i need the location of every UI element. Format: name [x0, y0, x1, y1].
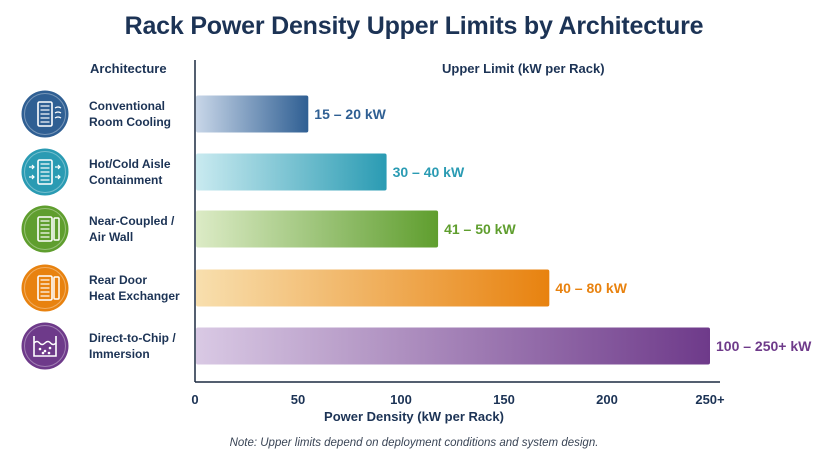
x-tick-label: 50: [291, 392, 305, 407]
x-axis-label: Power Density (kW per Rack): [324, 409, 504, 424]
data-label: 15 – 20 kW: [314, 106, 386, 122]
x-tick-label: 100: [390, 392, 412, 407]
value-column-header: Upper Limit (kW per Rack): [442, 61, 605, 76]
bar: [196, 210, 439, 248]
footnote: Note: Upper limits depend on deployment …: [229, 437, 599, 449]
chart-title: Rack Power Density Upper Limits by Archi…: [124, 12, 704, 40]
bar: [196, 153, 387, 191]
category-label: Direct-to-Chip / Immersion: [89, 331, 176, 361]
category-label: Hot/Cold Aisle Containment: [89, 157, 171, 187]
x-tick-label: 0: [191, 392, 198, 407]
x-tick-label: 150: [493, 392, 515, 407]
server-rack-air-wall-icon: [21, 205, 69, 253]
category-label: Rear Door Heat Exchanger: [89, 273, 180, 303]
data-label: 40 – 80 kW: [555, 280, 627, 296]
category-column-header: Architecture: [90, 61, 167, 76]
data-label: 41 – 50 kW: [444, 221, 516, 237]
data-label: 30 – 40 kW: [393, 164, 465, 180]
bar: [196, 95, 309, 133]
category-label: Near-Coupled / Air Wall: [89, 214, 175, 244]
bar: [196, 269, 550, 307]
x-tick-label: 200: [596, 392, 618, 407]
category-label: Conventional Room Cooling: [89, 99, 171, 129]
data-label: 100 – 250+ kW: [716, 338, 812, 354]
server-rack-airflow-icon: [21, 90, 69, 138]
bar: [196, 327, 710, 365]
server-rack-containment-icon: [21, 148, 69, 196]
immersion-tank-icon: [21, 322, 69, 370]
server-rack-rear-door-icon: [21, 264, 69, 312]
x-tick-label: 250+: [695, 392, 725, 407]
